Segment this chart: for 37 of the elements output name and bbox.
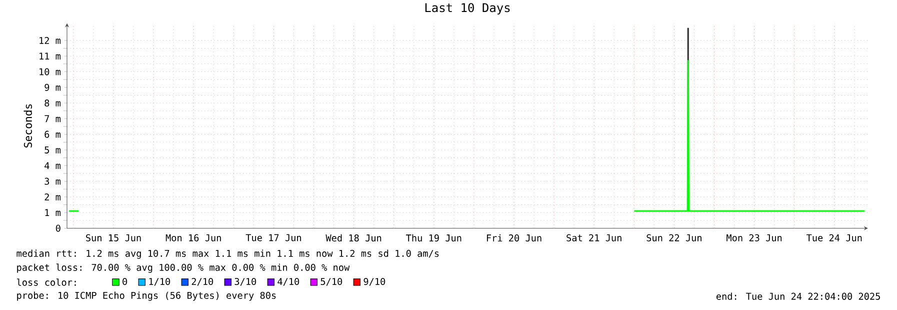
x-tick-label: Tue 24 Jun <box>806 234 862 242</box>
x-tick-label: Sun 15 Jun <box>86 234 141 242</box>
y-tick-label: 7 m <box>44 115 61 122</box>
x-tick-label: Fri 20 Jun <box>486 234 542 242</box>
legend-label: 1/10 <box>149 278 170 286</box>
text: end: Tue Jun 24 22:04:00 2025 <box>716 292 880 300</box>
legend-label: 2/10 <box>192 278 214 286</box>
text: median rtt: 1.2 ms avg 10.7 ms max 1.1 ms min 1.1 ms now 1.2 ms sd 1.0 am/s <box>16 250 439 259</box>
legend-title: loss color: <box>17 278 76 286</box>
x-tick-label: Tue 17 Jun <box>246 234 301 242</box>
y-tick-label: 2 m <box>44 193 61 200</box>
legend-label: 0 <box>122 278 128 285</box>
y-tick-label: 4 m <box>44 162 61 169</box>
x-tick-label: Thu 19 Jun <box>406 234 462 242</box>
y-tick-label: 8 m <box>44 99 61 106</box>
y-tick-label: 1 m <box>45 209 61 216</box>
y-tick-label: 9 m <box>44 84 61 91</box>
y-tick-label: 10 m <box>40 68 61 76</box>
chart-title: Last 10 Days <box>425 3 510 14</box>
legend-label: 3/10 <box>234 278 256 286</box>
y-tick-label: 0 <box>56 224 60 232</box>
y-tick-label: 12 m <box>40 36 61 44</box>
x-tick-label: Wed 18 Jun <box>326 234 382 242</box>
text: probe: 10 ICMP Echo Pings (56 Bytes) every 80s <box>17 292 276 301</box>
x-tick-label: Mon 16 Jun <box>166 234 221 242</box>
y-tick-label: 5 m <box>44 146 61 154</box>
y-tick-label: 11 m <box>40 52 61 60</box>
y-tick-label: 3 m <box>44 178 61 185</box>
text: packet loss: 70.00 % avg 100.00 % max 0.00 % min 0.00 % now <box>17 264 350 273</box>
y-axis-title: Seconds <box>24 104 32 148</box>
x-tick-label: Sat 21 Jun <box>566 234 622 242</box>
x-tick-label: Sun 22 Jun <box>646 234 702 242</box>
x-tick-label: Mon 23 Jun <box>726 234 782 242</box>
legend-label: 5/10 <box>320 278 342 286</box>
y-tick-label: 6 m <box>44 130 61 138</box>
legend-label: 9/10 <box>364 278 386 286</box>
legend-label: 4/10 <box>278 278 300 286</box>
